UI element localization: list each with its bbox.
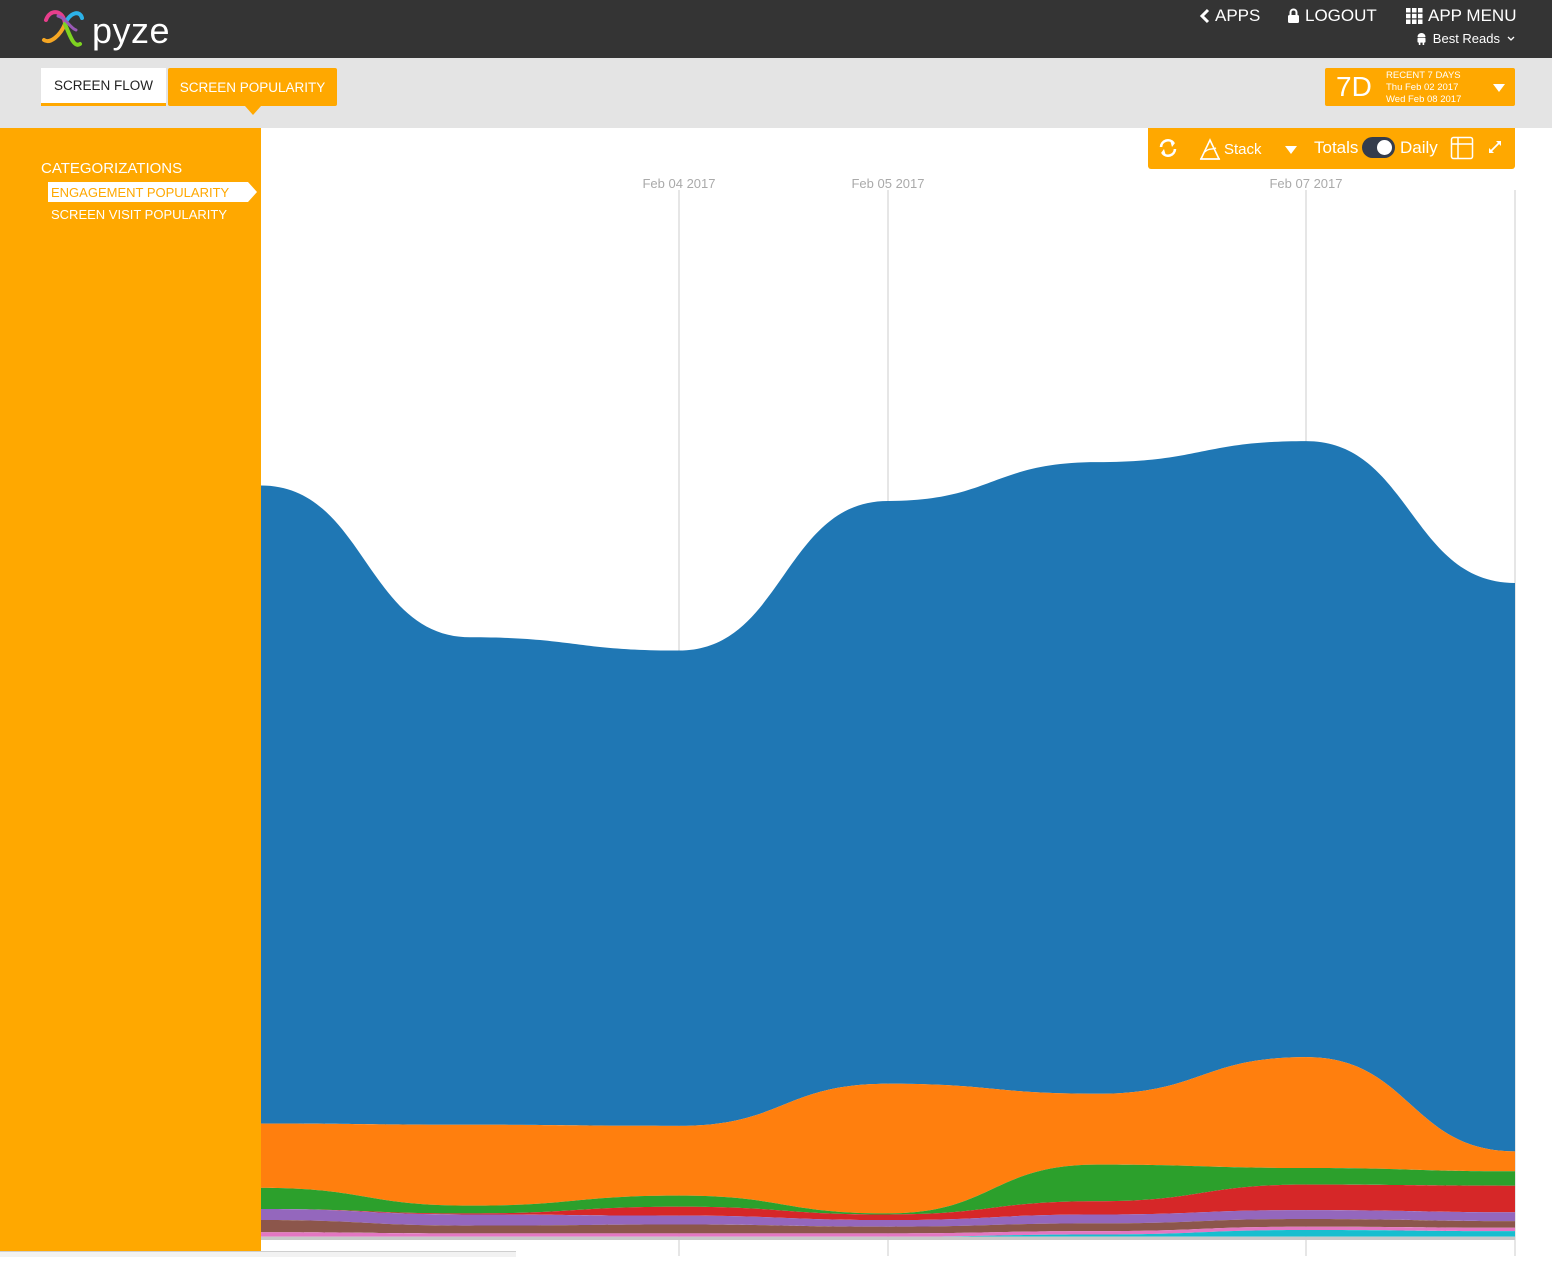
categorizations-title: CATEGORIZATIONS (41, 160, 183, 177)
chart-type-dropdown[interactable] (1285, 146, 1297, 155)
app-menu-link[interactable]: APP MENU (1406, 6, 1517, 26)
date-range-end: Wed Feb 08 2017 (1386, 94, 1462, 105)
refresh-icon (1159, 139, 1177, 157)
area-series-1[interactable] (261, 1230, 1515, 1237)
area-series-6[interactable] (261, 1164, 1515, 1215)
logout-link[interactable]: LOGOUT (1287, 6, 1377, 26)
pyze-logo-icon (42, 10, 84, 47)
android-icon (1417, 33, 1426, 45)
brand-name: pyze (92, 10, 171, 51)
stack-label: Stack (1224, 140, 1262, 158)
apps-label: APPS (1215, 6, 1261, 25)
area-series-4[interactable] (261, 1208, 1515, 1227)
date-range-picker[interactable]: 7D RECENT 7 DAYS Thu Feb 02 2017 Wed Feb… (1325, 68, 1515, 106)
daily-label[interactable]: Daily (1400, 138, 1438, 157)
pyze-logo[interactable]: pyze (40, 4, 180, 54)
totals-label[interactable]: Totals (1314, 138, 1359, 157)
chart-toolbar: Stack Totals Daily (1148, 128, 1515, 169)
fullscreen-button[interactable] (1488, 140, 1502, 154)
date-range-details: RECENT 7 DAYS Thu Feb 02 2017 Wed Feb 08… (1386, 70, 1461, 106)
x-tick-label: Feb 07 2017 (1269, 176, 1342, 191)
chevron-down-icon (1507, 36, 1515, 41)
active-tab-pointer (245, 106, 261, 115)
area-chart-icon (1199, 138, 1221, 160)
top-bar: pyze APPS LOGOUT APP MENU Best Reads (0, 0, 1552, 58)
date-range-code: 7D (1336, 71, 1372, 102)
table-view-button[interactable] (1450, 136, 1474, 160)
logout-label: LOGOUT (1305, 6, 1377, 25)
caret-down-icon (1285, 146, 1297, 154)
area-series-2[interactable] (261, 1226, 1515, 1237)
tab-screen-flow[interactable]: SCREEN FLOW (41, 68, 166, 106)
sidebar-item-engagement-popularity[interactable]: ENGAGEMENT POPULARITY (48, 182, 248, 202)
totals-daily-toggle[interactable] (1362, 137, 1395, 158)
chevron-left-icon (1199, 8, 1210, 24)
x-tick-label: Feb 05 2017 (851, 176, 924, 191)
area-series-3[interactable] (261, 1218, 1515, 1234)
apps-link[interactable]: APPS (1198, 6, 1260, 26)
grid-icon (1406, 8, 1423, 24)
stack-mode-button[interactable]: Stack (1199, 138, 1262, 160)
categorizations-sidebar: CATEGORIZATIONS ENGAGEMENT POPULARITY SC… (0, 128, 261, 1256)
sub-header: SCREEN FLOW SCREEN POPULARITY 7D RECENT … (0, 58, 1552, 128)
table-icon (1450, 136, 1474, 160)
area-series-5[interactable] (261, 1184, 1515, 1221)
expand-icon (1489, 141, 1501, 153)
horizontal-scrollbar[interactable] (0, 1251, 516, 1257)
active-item-pointer (248, 182, 257, 202)
date-range-label: RECENT 7 DAYS (1386, 70, 1461, 81)
tab-screen-popularity[interactable]: SCREEN POPULARITY (168, 68, 337, 106)
date-range-start: Thu Feb 02 2017 (1386, 82, 1459, 93)
toggle-knob (1377, 140, 1392, 155)
app-selector[interactable]: Best Reads (1416, 31, 1516, 46)
area-series-0[interactable] (261, 1236, 1515, 1240)
chart-area: Feb 04 2017 Feb 05 2017 Feb 07 2017 (261, 128, 1552, 1256)
app-menu-label: APP MENU (1428, 6, 1517, 25)
area-series-8[interactable] (261, 441, 1515, 1152)
sidebar-item-screen-visit-popularity[interactable]: SCREEN VISIT POPULARITY (51, 206, 228, 222)
area-series-7[interactable] (261, 1057, 1515, 1214)
refresh-button[interactable] (1158, 138, 1178, 158)
stacked-area-chart[interactable]: Feb 04 2017 Feb 05 2017 Feb 07 2017 (261, 128, 1552, 1256)
lock-icon (1288, 8, 1299, 23)
x-tick-label: Feb 04 2017 (642, 176, 715, 191)
caret-down-icon (1493, 84, 1505, 92)
current-app-name: Best Reads (1432, 31, 1500, 46)
